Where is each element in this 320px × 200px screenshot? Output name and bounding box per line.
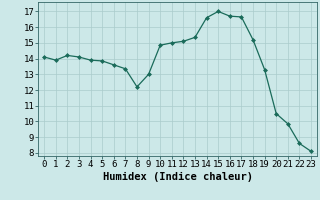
X-axis label: Humidex (Indice chaleur): Humidex (Indice chaleur) bbox=[103, 172, 252, 182]
